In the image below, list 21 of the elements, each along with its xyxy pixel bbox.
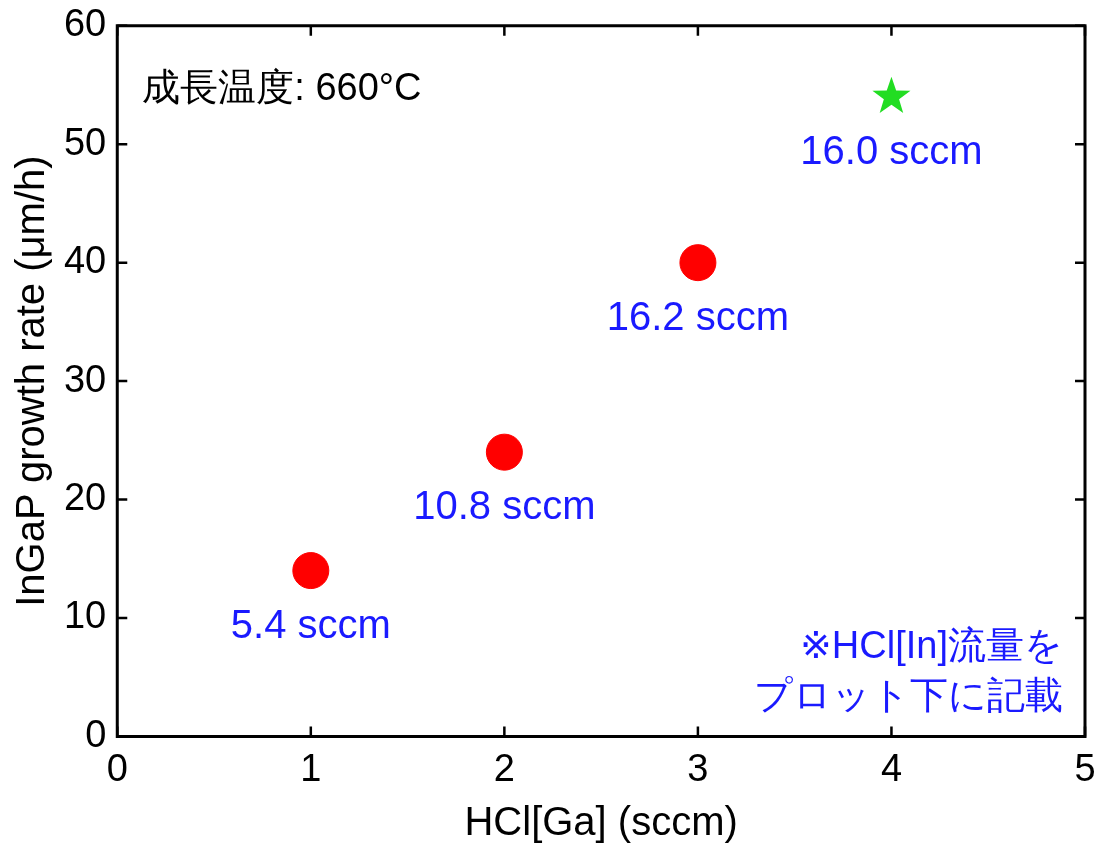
annotation: 成長温度: 660°C [142,66,422,109]
y-tick-label: 20 [63,476,107,519]
annotation: 5.4 sccm [230,601,391,646]
y-tick-label: 10 [63,594,107,637]
x-axis-title: HCl[Ga] (sccm) [464,799,738,844]
annotation: ※HCl[In]流量を [800,623,1063,666]
x-tick-label: 4 [880,746,903,789]
y-tick-label: 50 [63,120,107,163]
x-tick-label: 2 [493,746,515,789]
annotation: 10.8 sccm [413,483,596,528]
y-axis-title: InGaP growth rate (μm/h) [8,155,53,607]
x-tick-label: 3 [687,746,709,789]
y-tick-label: 30 [63,357,107,400]
annotation: プロット下に記載 [754,673,1063,716]
y-tick-label: 60 [63,2,107,45]
y-tick-label: 0 [85,712,107,755]
y-tick-label: 40 [63,239,107,282]
x-tick-label: 5 [1074,746,1096,789]
annotation: 16.0 sccm [800,127,983,172]
annotation: 16.2 sccm [606,293,790,338]
x-tick-label: 1 [300,746,322,789]
